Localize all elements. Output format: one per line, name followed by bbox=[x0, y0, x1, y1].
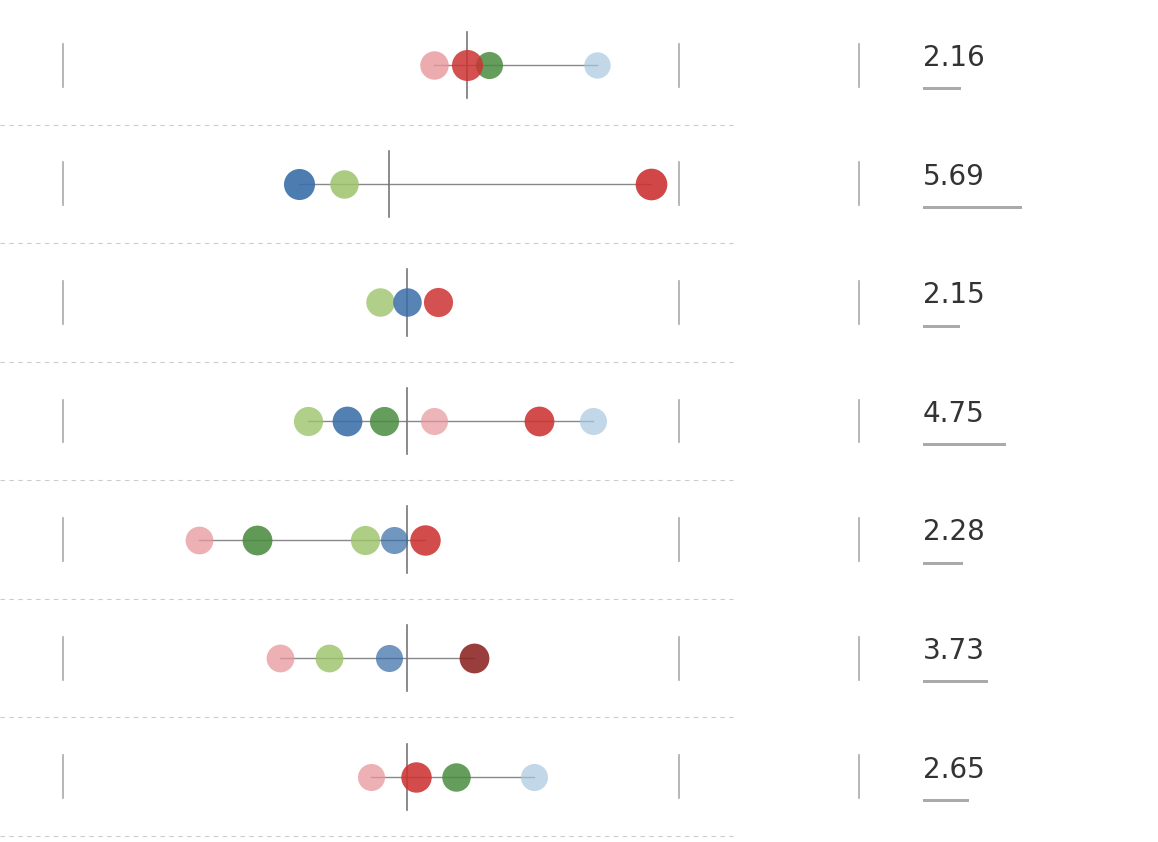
Bar bbox=[923, 799, 969, 802]
Point bbox=[338, 414, 357, 428]
Bar bbox=[923, 206, 1023, 209]
Point bbox=[371, 296, 389, 309]
Point bbox=[248, 533, 266, 546]
Text: 4.75: 4.75 bbox=[923, 400, 984, 428]
Point bbox=[425, 58, 444, 72]
Point bbox=[464, 652, 483, 665]
Point bbox=[374, 414, 393, 428]
Point bbox=[320, 652, 338, 665]
Point bbox=[588, 58, 607, 72]
Point bbox=[299, 414, 317, 428]
Bar bbox=[923, 680, 988, 684]
Point bbox=[398, 296, 417, 309]
Point bbox=[530, 414, 549, 428]
Point bbox=[380, 652, 398, 665]
Text: 2.28: 2.28 bbox=[923, 519, 984, 546]
Bar bbox=[923, 325, 960, 328]
Bar bbox=[923, 443, 1006, 446]
Point bbox=[428, 296, 447, 309]
Bar bbox=[923, 88, 960, 90]
Point bbox=[525, 770, 543, 784]
Text: 2.15: 2.15 bbox=[923, 281, 984, 309]
Text: 3.73: 3.73 bbox=[923, 637, 984, 665]
Point bbox=[447, 770, 466, 784]
Text: 2.65: 2.65 bbox=[923, 755, 984, 784]
Point bbox=[425, 414, 444, 428]
Point bbox=[457, 58, 476, 72]
Point bbox=[271, 652, 290, 665]
Text: 5.69: 5.69 bbox=[923, 163, 984, 190]
Point bbox=[357, 533, 375, 546]
Point bbox=[584, 414, 602, 428]
Point bbox=[335, 177, 353, 190]
Point bbox=[416, 533, 434, 546]
Point bbox=[406, 770, 425, 784]
Point bbox=[642, 177, 660, 190]
Point bbox=[386, 533, 404, 546]
Point bbox=[290, 177, 308, 190]
Point bbox=[361, 770, 380, 784]
Bar bbox=[923, 562, 962, 565]
Point bbox=[190, 533, 208, 546]
Text: 2.16: 2.16 bbox=[923, 44, 984, 72]
Point bbox=[479, 58, 498, 72]
